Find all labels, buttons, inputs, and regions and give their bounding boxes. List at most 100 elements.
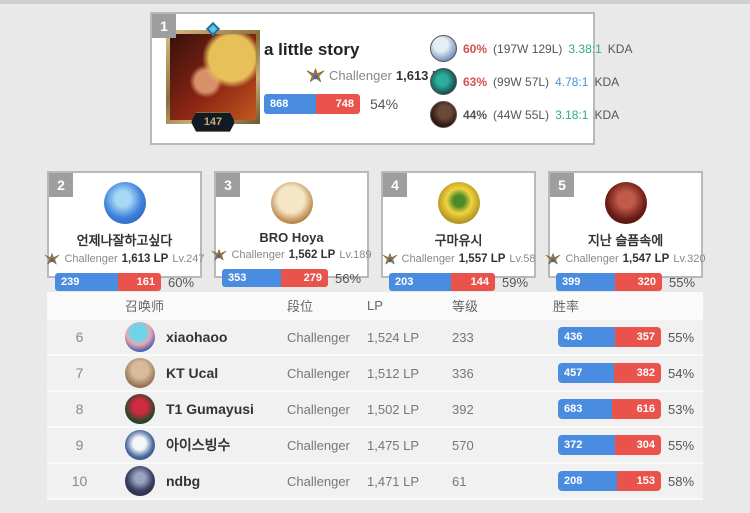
tier-label: Challenger bbox=[565, 253, 619, 265]
wins-segment: 239 bbox=[54, 273, 119, 291]
challenger-crest-icon bbox=[211, 248, 228, 261]
losses-segment: 144 bbox=[450, 273, 495, 291]
losses-segment: 153 bbox=[617, 471, 661, 491]
losses-segment: 161 bbox=[118, 273, 161, 291]
winloss-bar: 239 161 bbox=[54, 273, 161, 291]
wins-segment: 868 bbox=[264, 94, 316, 114]
row-lp: 1,475 LP bbox=[367, 437, 420, 453]
challenger-crest-icon bbox=[44, 252, 61, 265]
table-row[interactable]: 10 ndbg Challenger 1,471 LP 61 208 153 5… bbox=[47, 464, 703, 500]
row-rank: 7 bbox=[75, 365, 84, 381]
row-tier: Challenger bbox=[287, 365, 350, 381]
rank4-player-card[interactable]: 4 구마유시 Challenger 1,557 LP Lv.58 203 144… bbox=[381, 171, 536, 291]
wins-segment: 436 bbox=[558, 327, 615, 347]
summoner-name[interactable]: BRO Hoya bbox=[259, 230, 324, 245]
row-tier: Challenger bbox=[287, 401, 350, 417]
champion-stats-list: 60% (197W 129L) 3.38:1 KDA 63% (99W 57L)… bbox=[430, 32, 632, 131]
winrate-percent: 56% bbox=[334, 270, 362, 286]
wins-segment: 399 bbox=[555, 273, 615, 291]
winloss-bar: 436 357 bbox=[558, 327, 661, 347]
row-rank: 8 bbox=[75, 401, 84, 417]
kda-label: KDA bbox=[607, 41, 633, 56]
wins-segment: 457 bbox=[558, 363, 615, 383]
losses-segment: 320 bbox=[614, 273, 662, 291]
kda-label: KDA bbox=[594, 74, 620, 89]
row-tier: Challenger bbox=[287, 329, 350, 345]
summoner-name[interactable]: 아이스빙수 bbox=[166, 437, 231, 453]
summoner-name[interactable]: 언제나잘하고싶다 bbox=[76, 233, 173, 248]
summoner-name[interactable]: 구마유시 bbox=[434, 233, 483, 248]
winloss-bar: 868 748 bbox=[264, 94, 360, 114]
summoner-name[interactable]: xiaohaoo bbox=[166, 329, 228, 345]
lp-value: 1,557 LP bbox=[458, 253, 506, 265]
winrate-percent: 60% bbox=[167, 274, 195, 290]
table-row[interactable]: 6 xiaohaoo Challenger 1,524 LP 233 436 3… bbox=[47, 320, 703, 356]
winrate-percent: 55% bbox=[668, 274, 696, 290]
summoner-portrait: 147 bbox=[166, 21, 260, 132]
summoner-portrait-image bbox=[170, 34, 256, 120]
rank2-player-card[interactable]: 2 언제나잘하고싶다 Challenger 1,613 LP Lv.247 23… bbox=[44, 171, 205, 291]
level-label: Lv.58 bbox=[509, 253, 536, 265]
summoner-name[interactable]: ndbg bbox=[166, 473, 201, 489]
winrate-percent: 55% bbox=[668, 437, 695, 453]
rank-badge: 5 bbox=[550, 173, 574, 197]
lp-value: 1,562 LP bbox=[288, 249, 336, 261]
champion-stat-row[interactable]: 63% (99W 57L) 4.78:1 KDA bbox=[430, 65, 632, 98]
champion-stat-row[interactable]: 44% (44W 55L) 3.18:1 KDA bbox=[430, 98, 632, 131]
row-rank: 6 bbox=[75, 329, 84, 345]
summoner-name[interactable]: a little story bbox=[264, 40, 360, 59]
row-lp: 1,512 LP bbox=[367, 365, 420, 381]
header-tier: 段位 bbox=[287, 298, 314, 314]
row-level: 392 bbox=[452, 401, 474, 417]
summoner-avatar bbox=[437, 182, 480, 224]
winloss-bar: 683 616 bbox=[558, 399, 661, 419]
summoner-avatar bbox=[270, 182, 313, 224]
tier-label: Challenger bbox=[329, 68, 392, 83]
losses-segment: 748 bbox=[315, 94, 360, 114]
row-level: 233 bbox=[452, 329, 474, 345]
summoner-avatar bbox=[125, 322, 155, 352]
wins-segment: 353 bbox=[221, 269, 282, 287]
champion-icon bbox=[430, 35, 457, 62]
leaderboard-table: 召唤师 段位 LP 等级 胜率 6 xiaohaoo Challenger 1,… bbox=[47, 292, 703, 500]
wins-segment: 683 bbox=[558, 399, 613, 419]
row-lp: 1,524 LP bbox=[367, 329, 420, 345]
losses-segment: 279 bbox=[281, 269, 328, 287]
wins-segment: 208 bbox=[558, 471, 618, 491]
tier-label: Challenger bbox=[401, 253, 455, 265]
top-border-strip bbox=[0, 0, 750, 4]
row-tier: Challenger bbox=[287, 437, 350, 453]
winloss-bar: 372 304 bbox=[558, 435, 661, 455]
table-row[interactable]: 9 아이스빙수 Challenger 1,475 LP 570 372 304 … bbox=[47, 428, 703, 464]
winrate-percent: 54% bbox=[370, 96, 399, 112]
summoner-avatar bbox=[604, 182, 647, 224]
summoner-name[interactable]: 지난 슬픔속에 bbox=[587, 233, 664, 248]
row-rank: 9 bbox=[75, 437, 84, 453]
rank-badge: 3 bbox=[216, 173, 240, 197]
champion-winrate: 60% bbox=[463, 41, 488, 56]
champion-stat-row[interactable]: 60% (197W 129L) 3.38:1 KDA bbox=[430, 32, 632, 65]
champion-icon bbox=[430, 101, 457, 128]
rank5-player-card[interactable]: 5 지난 슬픔속에 Challenger 1,547 LP Lv.320 399… bbox=[545, 171, 706, 291]
rank-badge: 2 bbox=[49, 173, 73, 197]
summoner-name[interactable]: T1 Gumayusi bbox=[166, 401, 254, 417]
row-level: 570 bbox=[452, 437, 474, 453]
table-header-row: 召唤师 段位 LP 等级 胜率 bbox=[47, 292, 703, 320]
rank1-player-card[interactable]: 1 147 a little story Challenger 1,613 LP… bbox=[150, 12, 632, 145]
champion-kda-value: 4.78:1 bbox=[555, 74, 589, 89]
winrate-percent: 59% bbox=[501, 274, 529, 290]
champion-record: (44W 55L) bbox=[493, 107, 550, 122]
header-level: 等级 bbox=[452, 298, 479, 314]
champion-record: (99W 57L) bbox=[493, 74, 550, 89]
summoner-avatar bbox=[125, 430, 155, 460]
table-row[interactable]: 7 KT Ucal Challenger 1,512 LP 336 457 38… bbox=[47, 356, 703, 392]
champion-record: (197W 129L) bbox=[493, 41, 563, 56]
rank3-player-card[interactable]: 3 BRO Hoya Challenger 1,562 LP Lv.189 35… bbox=[211, 171, 372, 287]
summoner-avatar bbox=[125, 358, 155, 388]
table-row[interactable]: 8 T1 Gumayusi Challenger 1,502 LP 392 68… bbox=[47, 392, 703, 428]
summoner-avatar bbox=[125, 466, 155, 496]
level-label: Lv.320 bbox=[673, 253, 706, 265]
tier-label: Challenger bbox=[231, 249, 285, 261]
summoner-name[interactable]: KT Ucal bbox=[166, 365, 219, 381]
summoner-avatar bbox=[125, 394, 155, 424]
